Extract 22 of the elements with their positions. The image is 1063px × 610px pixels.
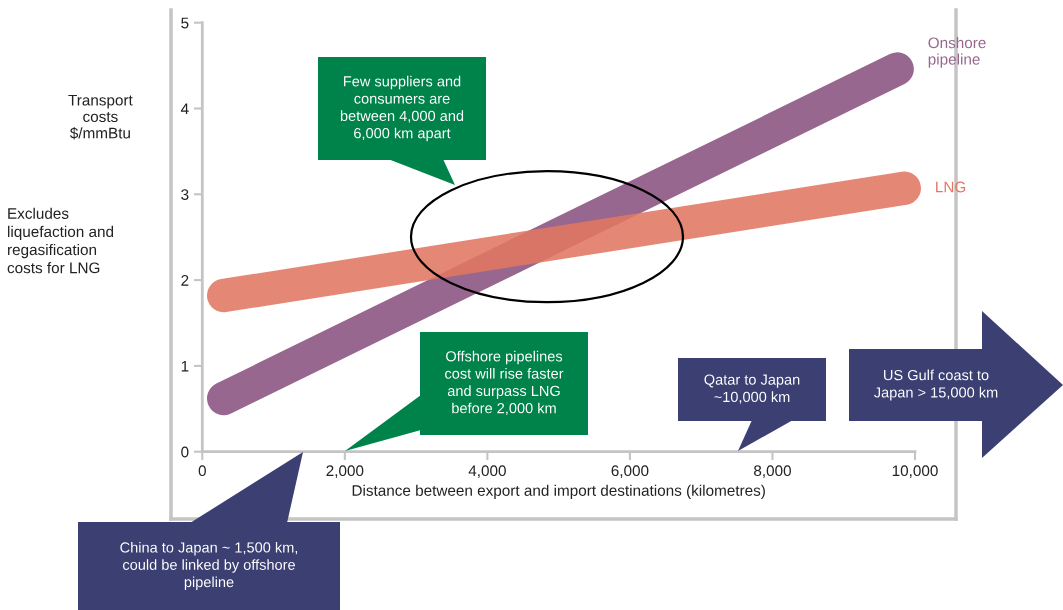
y-tick-label: 2 xyxy=(181,274,189,286)
y-tick-label: 3 xyxy=(181,189,189,200)
y-tick-label: 1 xyxy=(181,360,189,372)
x-axis-title: Distance between export and import destinations (kilometres) xyxy=(352,484,765,499)
annotation: Few suppliers and consumers are between 4,000 and 6,000 km apart xyxy=(340,75,464,142)
y-tick-label: 0 xyxy=(181,446,189,458)
x-tick-label: 2,000 xyxy=(326,465,364,478)
text: Excludes liquefaction and regasification costs for LNG xyxy=(7,207,114,274)
text: Onshore pipeline xyxy=(928,37,986,68)
y-tick-label: 5 xyxy=(181,17,189,29)
x-tick-label: 0 xyxy=(198,465,206,477)
x-tick-label: 4,000 xyxy=(468,465,506,478)
annotation: Qatar to Japan ~10,000 km xyxy=(704,374,800,404)
y-tick-label: 4 xyxy=(180,103,189,115)
annotation: US Gulf coast to Japan > 15,000 km xyxy=(874,369,998,401)
text: China to Japan ~ 1,500 km, could be linked by offshore pipeline xyxy=(120,541,298,591)
x-tick-label: 8,000 xyxy=(754,465,791,478)
annotation: Offshore pipelines cost will rise faster and surpass LNG before 2,000 km xyxy=(445,350,564,416)
x-tick-label: 10,000 xyxy=(892,465,938,478)
text: LNG xyxy=(936,181,966,193)
x-tick-label: 6,000 xyxy=(611,465,649,478)
y-axis-title: Transport costs $/mmBtu xyxy=(68,94,133,140)
